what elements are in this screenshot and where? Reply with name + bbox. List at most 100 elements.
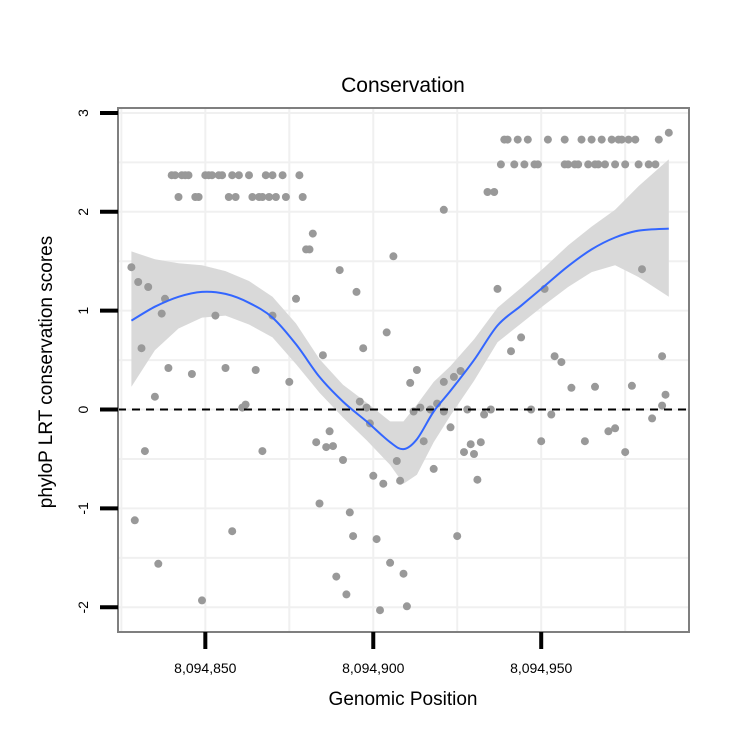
data-point: [463, 405, 472, 414]
y-tick-label: 2: [75, 208, 91, 216]
data-point: [449, 372, 458, 381]
chart-title: Conservation: [341, 74, 465, 97]
data-point: [557, 358, 566, 367]
data-point: [537, 437, 546, 446]
data-point: [453, 532, 462, 541]
data-point: [369, 471, 378, 480]
data-point: [251, 366, 260, 374]
data-point: [376, 606, 384, 615]
data-point: [261, 171, 270, 180]
data-point: [470, 450, 478, 458]
data-point: [490, 188, 499, 196]
data-point: [476, 438, 485, 447]
data-point: [150, 392, 159, 401]
data-point: [634, 160, 643, 169]
y-tick-label: -2: [75, 601, 91, 614]
x-tick-label: 8,094,950: [510, 660, 572, 676]
data-point: [218, 171, 227, 180]
smooth-fit-layer: [130, 227, 669, 451]
data-point: [144, 283, 153, 291]
data-point: [654, 135, 663, 144]
data-point: [325, 427, 334, 436]
data-point: [621, 160, 630, 169]
data-points-layer: [127, 128, 673, 615]
data-point: [661, 390, 670, 399]
data-point: [339, 456, 347, 464]
data-point: [231, 193, 240, 201]
axes: 8,094,850 8,094,900 8,094,950 -2 -1 0 1 2 3: [75, 109, 573, 676]
data-point: [389, 252, 398, 261]
data-point: [342, 590, 351, 599]
data-point: [584, 160, 593, 169]
data-point: [362, 403, 371, 412]
data-point: [265, 193, 274, 201]
data-point: [248, 193, 257, 201]
x-tick-label: 8,094,900: [342, 660, 404, 676]
data-point: [322, 443, 331, 452]
data-point: [523, 135, 532, 144]
data-point: [503, 135, 512, 144]
data-point: [638, 265, 646, 274]
data-point: [550, 352, 559, 361]
data-point: [486, 405, 495, 414]
data-point: [604, 427, 613, 436]
data-point: [134, 278, 143, 286]
panel-border: [117, 107, 690, 633]
data-point: [406, 378, 415, 387]
data-point: [617, 135, 626, 144]
data-point: [228, 527, 237, 536]
data-point: [658, 401, 667, 410]
data-point: [318, 351, 327, 360]
x-axis-label: Genomic Position: [329, 689, 478, 710]
data-point: [224, 193, 233, 201]
data-point: [631, 135, 640, 144]
data-point: [130, 516, 139, 525]
data-point: [355, 397, 364, 406]
data-point: [480, 410, 489, 419]
data-point: [258, 193, 267, 201]
data-point: [396, 476, 405, 485]
y-tick-label: 1: [75, 307, 91, 315]
data-point: [520, 160, 529, 169]
data-point: [332, 572, 341, 581]
data-point: [399, 569, 408, 578]
data-point: [329, 442, 337, 451]
data-point: [564, 160, 573, 169]
data-point: [460, 448, 468, 457]
data-point: [577, 135, 586, 144]
data-point: [281, 193, 290, 201]
data-point: [268, 171, 277, 180]
data-point: [507, 347, 515, 356]
data-point: [359, 344, 368, 353]
data-point: [305, 245, 314, 254]
data-point: [429, 464, 438, 473]
data-point: [611, 424, 620, 433]
data-point: [594, 160, 603, 169]
data-point: [278, 171, 287, 180]
data-point: [352, 287, 361, 296]
data-point: [392, 457, 401, 465]
data-point: [164, 364, 173, 372]
data-point: [574, 160, 583, 169]
data-point: [533, 160, 542, 169]
data-point: [621, 448, 630, 457]
data-point: [567, 383, 576, 392]
data-point: [308, 229, 317, 238]
data-point: [611, 160, 620, 169]
data-point: [466, 440, 475, 449]
y-axis-label: phyloP LRT conservation scores: [36, 236, 57, 509]
data-point: [560, 135, 569, 144]
data-point: [154, 559, 163, 568]
data-point: [624, 135, 633, 144]
data-point: [298, 193, 307, 201]
smooth-fit-line: [130, 227, 669, 451]
data-point: [439, 377, 448, 386]
data-point: [194, 193, 203, 201]
data-point: [174, 193, 183, 201]
data-point: [587, 135, 596, 144]
data-point: [228, 171, 237, 180]
data-point: [127, 263, 136, 272]
data-point: [597, 135, 606, 144]
data-point: [644, 160, 653, 169]
data-point: [496, 160, 505, 169]
